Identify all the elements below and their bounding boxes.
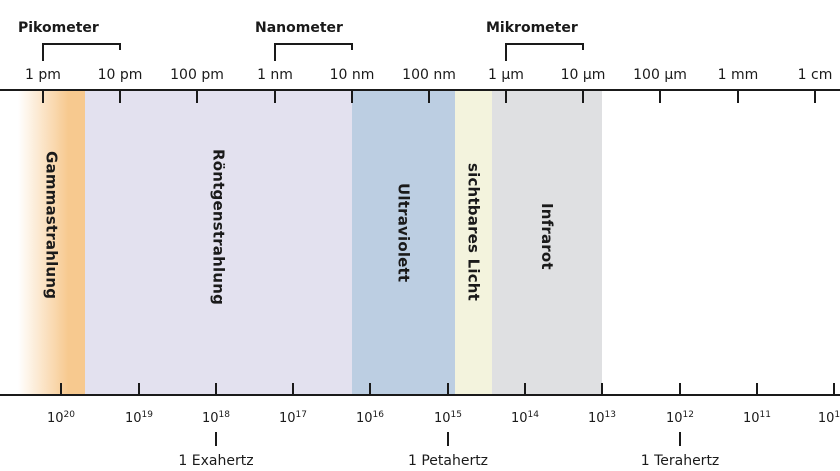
bracket-pikometer-right [119, 43, 121, 50]
wavelength-tick-label: 1 pm [25, 67, 61, 83]
band-infrared: Infrarot [492, 91, 602, 394]
bracket-pikometer-left [42, 43, 44, 61]
wavelength-axis-tick [505, 89, 507, 103]
bracket-mikrometer-bar [505, 43, 584, 45]
band-label: Ultraviolett [394, 183, 413, 283]
bracket-nanometer-right [351, 43, 353, 50]
frequency-axis [0, 394, 840, 396]
wavelength-tick-label: 100 pm [170, 67, 224, 83]
frequency-tick-label: 1011 [743, 410, 771, 426]
frequency-axis-tick [524, 383, 526, 395]
band-ultraviolet: Ultraviolett [352, 91, 455, 394]
hertz-label-petahertz: 1 Petahertz [407, 453, 489, 469]
frequency-axis-tick [833, 383, 835, 395]
band-gamma: Gammastrahlung [18, 91, 85, 394]
unit-group-pikometer: Pikometer [18, 20, 99, 36]
frequency-axis-tick [292, 383, 294, 395]
band-label: Infrarot [538, 203, 556, 270]
wavelength-axis-tick [582, 89, 584, 103]
frequency-tick-label: 1014 [511, 410, 539, 426]
wavelength-axis-tick [737, 89, 739, 103]
wavelength-tick-label: 1 µm [488, 67, 524, 83]
bracket-nanometer-left [274, 43, 276, 61]
hertz-label-exahertz: 1 Exahertz [178, 453, 254, 469]
band-label: sichtbares Licht [464, 163, 483, 302]
wavelength-axis-tick [814, 89, 816, 103]
frequency-axis-tick [215, 383, 217, 395]
frequency-tick-label: 1017 [279, 410, 307, 426]
frequency-axis-tick [369, 383, 371, 395]
frequency-tick-label: 101 [817, 410, 840, 426]
frequency-axis-tick [138, 383, 140, 395]
wavelength-axis-tick [274, 89, 276, 103]
frequency-tick-label: 1018 [202, 410, 230, 426]
wavelength-tick-label: 100 µm [633, 67, 687, 83]
frequency-tick-label: 1015 [434, 410, 462, 426]
frequency-tick-label: 1013 [588, 410, 616, 426]
bracket-mikrometer-left [505, 43, 507, 61]
wavelength-axis-tick [428, 89, 430, 103]
frequency-tick-label: 1019 [125, 410, 153, 426]
wavelength-axis-tick [659, 89, 661, 103]
frequency-axis-tick [601, 383, 603, 395]
wavelength-tick-label: 10 µm [560, 67, 606, 83]
wavelength-tick-label: 1 nm [257, 67, 293, 83]
wavelength-tick-label: 10 nm [329, 67, 375, 83]
terahertz-marker [679, 432, 681, 446]
frequency-axis-tick [679, 383, 681, 395]
frequency-axis-tick [447, 383, 449, 395]
wavelength-tick-label: 1 mm [717, 67, 759, 83]
band-visible-light: sichtbares Licht [455, 91, 492, 394]
frequency-axis-tick [60, 383, 62, 395]
exahertz-marker [215, 432, 217, 446]
unit-group-mikrometer: Mikrometer [486, 20, 578, 36]
wavelength-tick-label: 100 nm [402, 67, 456, 83]
unit-group-nanometer: Nanometer [255, 20, 343, 36]
frequency-tick-label: 1012 [666, 410, 694, 426]
wavelength-tick-label: 1 cm [797, 67, 833, 83]
frequency-tick-label: 1020 [47, 410, 75, 426]
wavelength-axis-tick [42, 89, 44, 103]
wavelength-tick-label: 10 pm [97, 67, 143, 83]
frequency-axis-tick [756, 383, 758, 395]
petahertz-marker [447, 432, 449, 446]
wavelength-axis-tick [196, 89, 198, 103]
band-xray: Röntgenstrahlung [85, 91, 352, 394]
hertz-label-terahertz: 1 Terahertz [640, 453, 720, 469]
bracket-nanometer-bar [274, 43, 353, 45]
frequency-tick-label: 1016 [356, 410, 384, 426]
wavelength-axis-tick [351, 89, 353, 103]
bracket-pikometer-bar [42, 43, 121, 45]
bracket-mikrometer-right [582, 43, 584, 50]
wavelength-axis-tick [119, 89, 121, 103]
band-label: Röntgenstrahlung [209, 149, 228, 306]
band-label: Gammastrahlung [42, 151, 61, 300]
wavelength-axis [0, 89, 840, 91]
